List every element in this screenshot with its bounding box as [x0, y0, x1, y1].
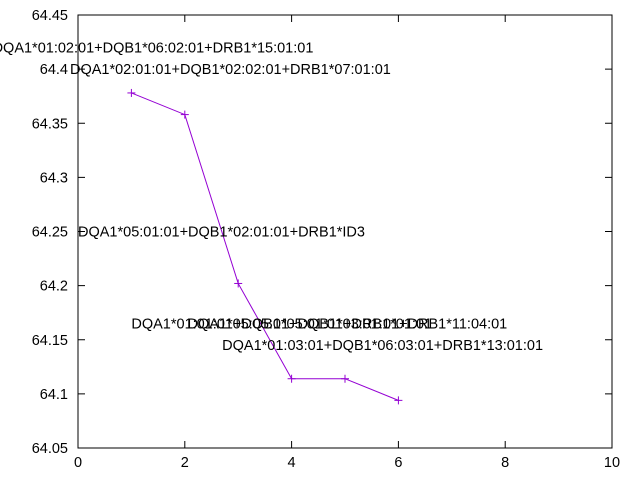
axis-ticks: [77, 14, 613, 449]
data-point: [180, 110, 189, 119]
series-line: [131, 92, 399, 401]
x-tick-label: 0: [74, 455, 82, 471]
data-point: [394, 396, 403, 405]
point-annotation: DQA1*05:01:01+DQB1*02:01:01+DRB1*ID3: [78, 225, 365, 241]
point-annotation: DQA1*02:01:01+DQB1*02:02:01+DRB1*07:01:0…: [70, 62, 391, 78]
data-point: [127, 88, 136, 97]
point-annotation: DQA1*01:01:01+DQB1*05:01:01+DRB1*01:01: [131, 317, 432, 333]
x-tick-label: 6: [394, 455, 402, 471]
data-point: [234, 279, 243, 288]
data-point: [341, 374, 349, 383]
point-annotation: DQA1*01:03:01+DQB1*06:03:01+DRB1*13:01:0…: [222, 338, 543, 354]
y-tick-label: 64.05: [32, 441, 68, 457]
y-tick-label: 64.35: [32, 116, 68, 132]
x-tick-label: 2: [181, 455, 189, 471]
annotations-group: DQA1*01:02:01+DQB1*06:02:01+DRB1*15:01:0…: [0, 40, 543, 354]
series-group: [127, 88, 403, 405]
x-tick-label: 8: [501, 455, 509, 471]
point-annotation: DQA1*01:02:01+DQB1*06:02:01+DRB1*15:01:0…: [0, 40, 313, 56]
y-tick-label: 64.25: [32, 225, 68, 241]
y-tick-label: 64.15: [32, 333, 68, 349]
y-tick-label: 64.1: [40, 387, 68, 403]
y-tick-label: 64.3: [40, 170, 68, 186]
x-tick-label: 10: [604, 455, 620, 471]
data-point: [287, 374, 296, 383]
axis-tick-labels: 0 2 4 6 8 10 64.05 64.1 64.15 64.2 64.25 64.3 64.35 6…: [32, 8, 620, 471]
y-tick-label: 64.4: [40, 62, 68, 78]
point-annotation: DQA1*05:05:01+DQB1*03:01:01+DRB1*11:04:0…: [187, 317, 507, 333]
x-tick-label: 4: [288, 455, 296, 471]
y-tick-label: 64.45: [32, 8, 68, 24]
y-tick-label: 64.2: [40, 279, 68, 295]
